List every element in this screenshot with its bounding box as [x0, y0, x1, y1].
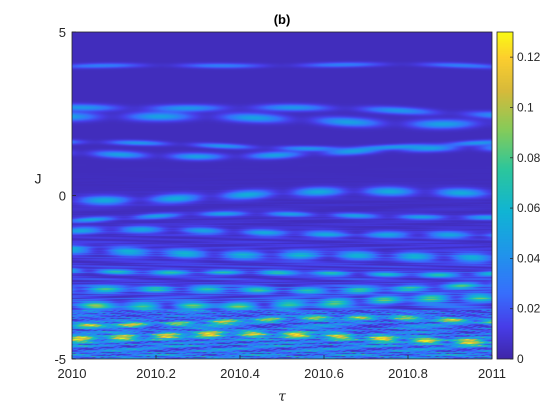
colorbar-ticks: 0 0.02 0.04 0.06 0.08 0.1 0.12: [510, 50, 541, 366]
colorbar-tick-label: 0.12: [517, 50, 541, 64]
plot-area: [71, 31, 493, 360]
y-axis: -5 0 5: [54, 25, 76, 367]
colorbar-tick-label: 0.06: [517, 201, 541, 215]
x-tick-label: 2010.8: [388, 366, 428, 381]
x-tick-label: 2010.4: [220, 366, 260, 381]
y-tick-label: -5: [54, 352, 66, 367]
x-axis: 2010 2010.2 2010.4 2010.6 2010.8 2011: [58, 355, 506, 381]
x-tick-label: 2010: [58, 366, 87, 381]
colorbar: 0 0.02 0.04 0.06 0.08 0.1 0.12: [496, 31, 541, 366]
x-axis-label: τ: [278, 389, 286, 405]
heatmap-image: [72, 32, 492, 359]
x-tick-label: 2010.6: [304, 366, 344, 381]
x-tick-label: 2010.2: [136, 366, 176, 381]
y-tick-label: 0: [59, 189, 66, 204]
y-tick-label: 5: [59, 25, 66, 40]
chart-title: (b): [274, 12, 291, 27]
colorbar-tick-label: 0.1: [517, 100, 534, 114]
colorbar-gradient: [497, 32, 513, 359]
colorbar-tick-label: 0.04: [517, 251, 541, 265]
x-tick-label: 2011: [478, 366, 506, 381]
colorbar-tick-label: 0.08: [517, 151, 541, 165]
y-axis-label: J: [35, 171, 42, 187]
colorbar-tick-label: 0: [517, 352, 524, 366]
colorbar-tick-label: 0.02: [517, 302, 541, 316]
colorbar-frame: [496, 31, 514, 360]
